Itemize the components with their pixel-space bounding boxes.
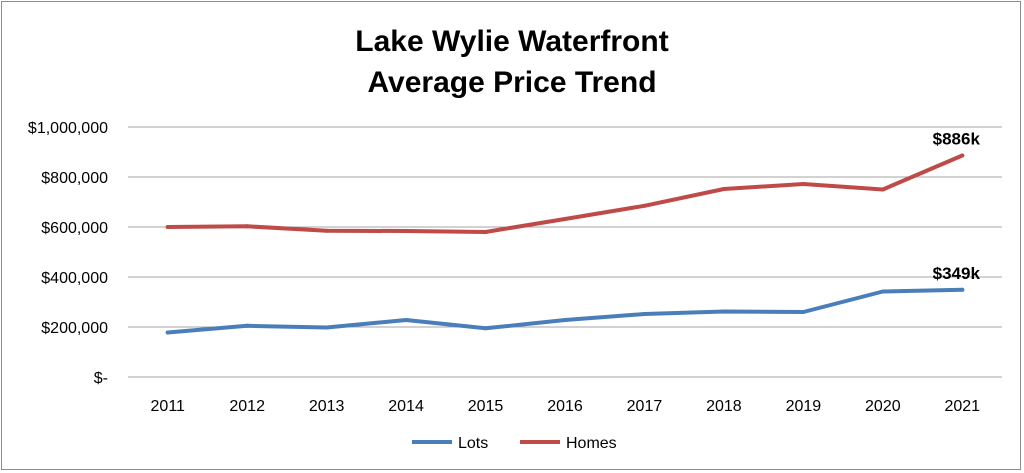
x-tick-label: 2012 [229,398,265,415]
series-lines [165,153,965,335]
data-point-lots [642,312,647,316]
data-point-lots [880,289,885,294]
x-tick-label: 2018 [706,398,742,415]
y-tick-label: $- [94,370,108,387]
x-tick-label: 2021 [944,398,980,415]
legend-label-lots: Lots [458,435,488,452]
data-label-homes: $886k [933,130,981,149]
data-point-homes [563,217,567,221]
data-point-lots [801,310,806,314]
x-tick-label: 2015 [468,398,504,415]
x-tick-label: 2016 [547,398,583,415]
y-tick-label: $800,000 [41,170,108,187]
gridlines [128,126,1002,378]
chart-title-line-2: Average Price Trend [367,66,656,99]
data-point-lots [563,318,567,322]
x-tick-label: 2017 [627,398,663,415]
y-tick-label: $1,000,000 [28,120,108,137]
data-point-homes [245,224,250,229]
data-point-homes [404,229,409,233]
data-point-homes [960,153,965,158]
data-point-lots [721,309,726,314]
legend: Lots Homes [412,435,617,452]
y-tick-label: $600,000 [41,220,108,237]
x-tick-label: 2020 [865,398,901,415]
data-point-lots [483,326,488,331]
data-label-lots: $349k [933,264,981,283]
data-point-lots [404,318,409,322]
legend-label-homes: Homes [566,435,617,452]
data-point-lots [324,325,329,330]
y-tick-label: $200,000 [41,320,108,337]
x-axis-ticks: 2011 2012 2013 2014 2015 2016 2017 2018 2019 2020… [151,398,981,415]
data-labels: $349k $886k [933,130,981,283]
data-point-homes [642,203,647,208]
x-tick-label: 2011 [151,398,186,415]
data-point-homes [880,187,885,192]
data-point-homes [324,228,329,233]
x-tick-label: 2014 [388,398,424,415]
data-point-lots [960,287,965,292]
data-point-homes [801,182,806,186]
y-axis-ticks: $- $200,000 $400,000 $600,000 $800,000 $1,000… [28,120,108,387]
data-point-homes [165,225,170,229]
data-point-homes [721,187,726,191]
chart-title-line-1: Lake Wylie Waterfront [355,25,668,58]
x-tick-label: 2013 [309,398,345,415]
data-point-lots [245,323,250,328]
data-point-homes [483,230,488,234]
series-line-lots [165,287,965,335]
y-tick-label: $400,000 [41,270,108,287]
data-point-lots [165,330,170,335]
x-tick-label: 2019 [786,398,822,415]
